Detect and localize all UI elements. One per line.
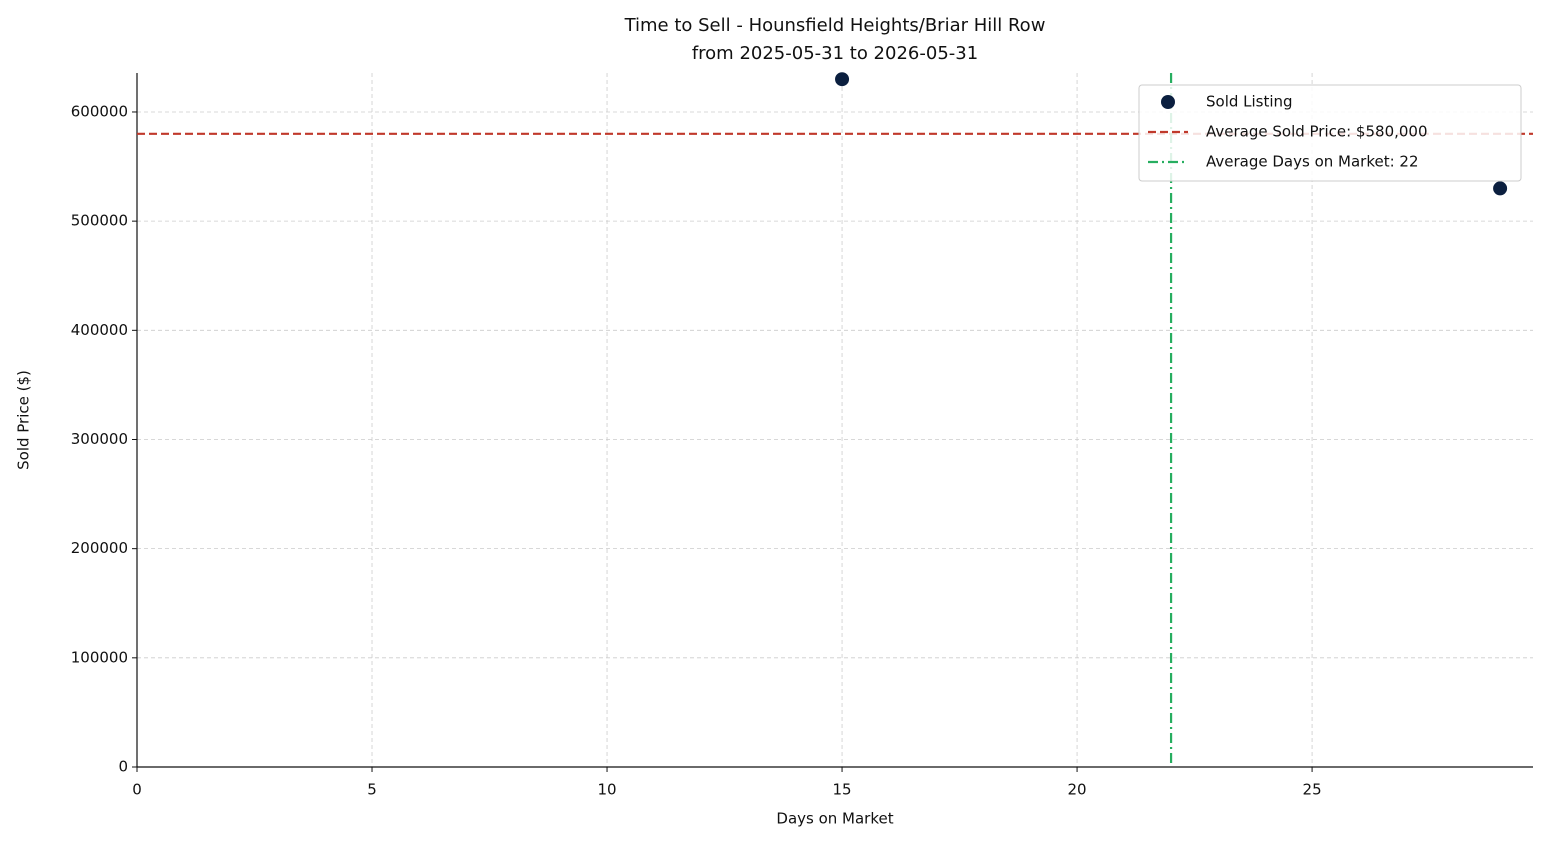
chart-title: Time to Sell - Hounsfield Heights/Briar … <box>624 15 1046 36</box>
y-tick-label: 400000 <box>71 321 128 339</box>
chart-subtitle: from 2025-05-31 to 2026-05-31 <box>692 43 978 64</box>
x-tick-label: 10 <box>597 781 616 799</box>
legend-label: Average Sold Price: $580,000 <box>1206 123 1428 141</box>
x-tick-label: 20 <box>1068 781 1087 799</box>
point <box>1493 181 1508 196</box>
y-tick-label: 600000 <box>71 102 128 120</box>
y-tick-label: 500000 <box>71 212 128 230</box>
legend-label: Average Days on Market: 22 <box>1206 153 1419 171</box>
x-tick-label: 0 <box>132 781 142 799</box>
y-axis-label: Sold Price ($) <box>15 370 33 470</box>
point <box>835 72 850 87</box>
x-tick-label: 15 <box>833 781 852 799</box>
x-tick-label: 25 <box>1303 781 1322 799</box>
legend-label: Sold Listing <box>1206 93 1293 111</box>
y-tick-label: 100000 <box>71 648 128 666</box>
legend: Sold Listing Average Sold Price: $580,000… <box>1138 84 1522 182</box>
legend-box <box>1138 84 1522 182</box>
legend-marker <box>1161 95 1175 109</box>
x-tick-label: 5 <box>367 781 377 799</box>
y-tick-label: 0 <box>118 758 128 776</box>
y-tick-label: 300000 <box>71 430 128 448</box>
x-axis-label: Days on Market <box>776 810 893 828</box>
y-tick-label: 200000 <box>71 539 128 557</box>
